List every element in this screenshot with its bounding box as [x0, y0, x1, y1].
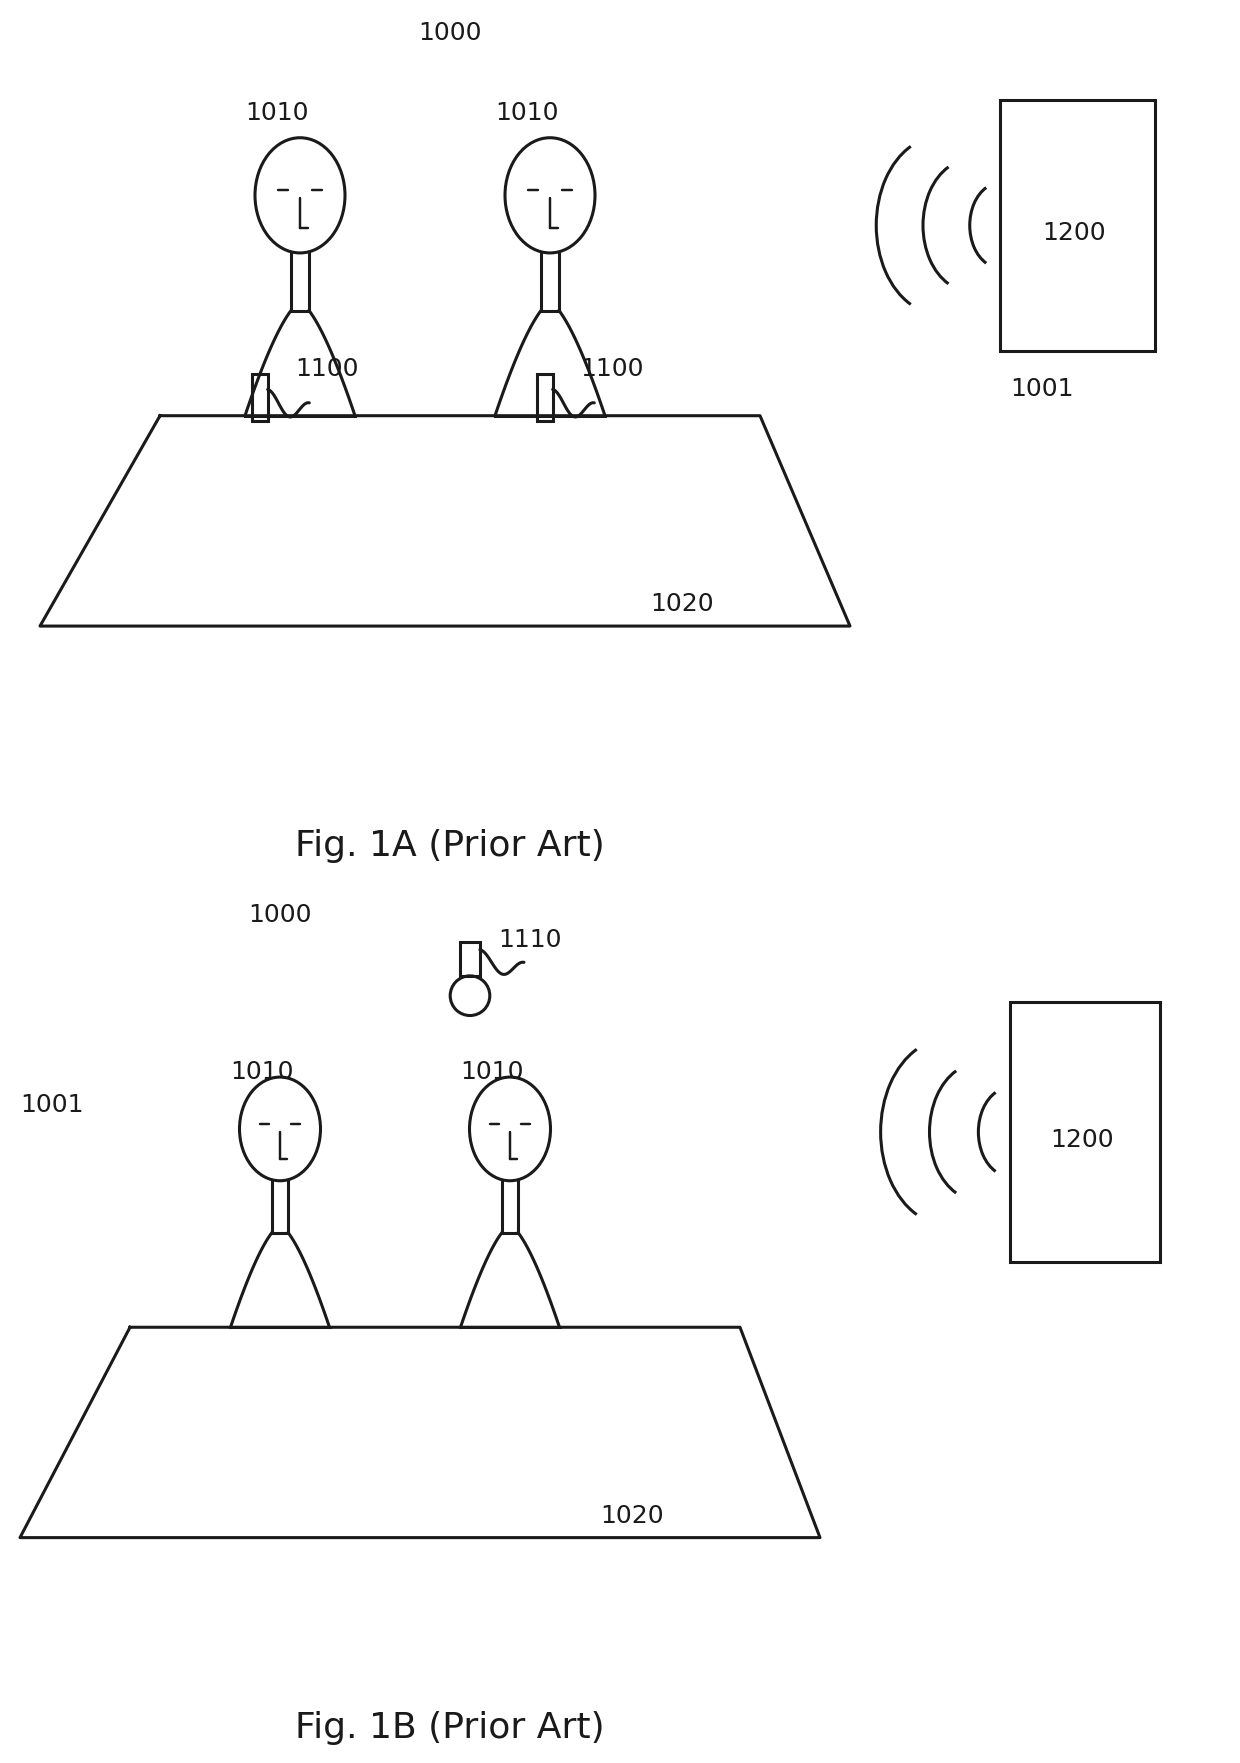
- Text: 1010: 1010: [246, 100, 309, 125]
- Text: Fig. 1B (Prior Art): Fig. 1B (Prior Art): [295, 1710, 605, 1745]
- Text: 1000: 1000: [418, 21, 482, 46]
- Text: 1000: 1000: [248, 903, 311, 927]
- Text: Fig. 1A (Prior Art): Fig. 1A (Prior Art): [295, 829, 605, 864]
- Text: 1010: 1010: [460, 1060, 523, 1084]
- Text: 1020: 1020: [600, 1504, 663, 1527]
- Bar: [537, 374, 553, 421]
- Bar: [1011, 1001, 1159, 1262]
- Bar: [999, 100, 1154, 351]
- Text: 1200: 1200: [1050, 1128, 1114, 1151]
- Text: 1001: 1001: [1011, 377, 1074, 400]
- Text: 1110: 1110: [498, 927, 562, 952]
- Text: 1010: 1010: [229, 1060, 294, 1084]
- Text: 1200: 1200: [1043, 222, 1106, 245]
- Text: 1010: 1010: [495, 100, 558, 125]
- Text: 1100: 1100: [295, 356, 358, 381]
- Text: 1001: 1001: [20, 1093, 83, 1118]
- Text: 1020: 1020: [650, 592, 714, 615]
- Text: 1100: 1100: [580, 356, 644, 381]
- Bar: [460, 941, 480, 977]
- Bar: [253, 374, 268, 421]
